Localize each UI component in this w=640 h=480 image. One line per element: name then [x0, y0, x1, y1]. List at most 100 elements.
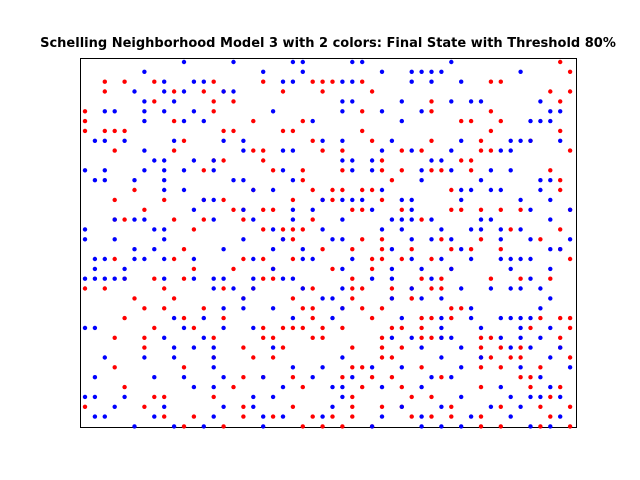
- data-point-1-155: [488, 217, 494, 222]
- data-point-1-248: [330, 296, 335, 301]
- data-point-1-144: [567, 207, 573, 212]
- data-point-0-164: [152, 276, 157, 281]
- data-point-0-156: [241, 256, 246, 262]
- data-point-0-67: [261, 158, 266, 163]
- data-point-1-88: [191, 158, 197, 163]
- data-point-0-144: [468, 247, 474, 252]
- data-point-1-266: [508, 315, 513, 321]
- data-point-0-296: [142, 404, 147, 409]
- data-point-1-304: [548, 355, 553, 360]
- data-point-1-373: [171, 424, 177, 429]
- data-point-1-148: [251, 217, 256, 222]
- data-point-1-308: [369, 365, 375, 370]
- data-point-0-284: [399, 384, 404, 390]
- data-point-1-346: [251, 404, 256, 409]
- data-point-1-125: [201, 197, 206, 203]
- data-point-1-39: [538, 99, 543, 104]
- data-point-1-204: [508, 256, 513, 262]
- data-point-1-229: [528, 276, 533, 281]
- data-point-0-223: [340, 325, 345, 331]
- data-point-0-28: [211, 109, 216, 114]
- data-point-0-162: [330, 266, 335, 272]
- data-point-0-315: [478, 414, 484, 419]
- data-point-1-42: [142, 109, 147, 114]
- data-point-0-19: [320, 89, 325, 94]
- data-point-1-234: [82, 276, 88, 281]
- data-point-1-250: [419, 296, 424, 301]
- data-point-1-342: [92, 394, 98, 400]
- data-point-0-102: [379, 197, 385, 203]
- data-point-1-55: [399, 118, 404, 124]
- data-point-0-207: [221, 315, 226, 321]
- data-point-1-267: [518, 315, 523, 321]
- data-point-1-294: [508, 345, 513, 350]
- data-point-0-213: [538, 315, 543, 321]
- data-point-0-54: [478, 138, 484, 143]
- data-point-1-262: [330, 315, 335, 321]
- data-point-1-210: [122, 266, 127, 272]
- data-point-0-194: [201, 306, 206, 311]
- data-point-0-23: [211, 99, 216, 104]
- data-point-1-124: [538, 187, 543, 193]
- data-point-1-6: [300, 59, 305, 65]
- data-point-0-149: [171, 256, 177, 262]
- data-point-1-328: [379, 384, 385, 390]
- data-point-1-197: [300, 256, 305, 262]
- data-point-1-287: [538, 335, 543, 340]
- data-point-1-92: [102, 168, 108, 173]
- data-point-0-259: [488, 355, 494, 360]
- data-point-0-151: [290, 256, 296, 262]
- data-point-1-96: [211, 168, 216, 173]
- data-point-1-57: [538, 118, 543, 124]
- data-point-1-271: [221, 325, 226, 331]
- data-point-1-274: [478, 325, 484, 331]
- data-point-0-324: [498, 424, 503, 429]
- data-point-1-200: [409, 256, 414, 262]
- data-point-1-232: [102, 276, 108, 281]
- data-point-0-215: [567, 315, 573, 321]
- data-point-1-65: [340, 138, 345, 143]
- data-point-1-244: [518, 286, 523, 291]
- data-point-0-103: [350, 207, 355, 212]
- data-point-0-80: [548, 168, 553, 173]
- data-point-1-331: [548, 384, 553, 390]
- data-point-0-204: [142, 306, 147, 311]
- data-point-1-320: [429, 375, 434, 380]
- data-point-1-227: [389, 276, 395, 281]
- data-point-0-70: [459, 158, 464, 163]
- data-point-1-3: [360, 59, 365, 65]
- data-point-1-213: [389, 266, 395, 272]
- data-point-1-175: [280, 237, 286, 242]
- data-point-0-170: [548, 276, 553, 281]
- data-point-0-61: [478, 148, 484, 153]
- data-point-0-112: [142, 207, 147, 212]
- data-point-0-322: [320, 424, 325, 429]
- data-point-0-299: [350, 404, 355, 409]
- data-point-0-21: [567, 89, 573, 94]
- data-point-1-349: [439, 404, 444, 409]
- data-point-1-322: [538, 375, 543, 380]
- data-point-1-4: [449, 59, 454, 65]
- data-point-0-107: [459, 207, 464, 212]
- data-point-0-94: [558, 187, 563, 193]
- data-point-1-111: [419, 178, 424, 183]
- data-point-0-263: [112, 365, 117, 370]
- data-point-1-5: [290, 59, 296, 65]
- data-point-0-75: [379, 168, 385, 173]
- data-point-0-251: [518, 345, 523, 350]
- data-point-0-143: [449, 247, 454, 252]
- data-point-1-201: [439, 256, 444, 262]
- data-point-0-280: [122, 384, 127, 390]
- data-point-1-133: [459, 197, 464, 203]
- data-point-0-108: [518, 207, 523, 212]
- data-point-1-121: [468, 187, 474, 193]
- data-point-0-171: [261, 276, 266, 281]
- data-point-0-222: [320, 325, 325, 331]
- data-point-1-334: [251, 394, 256, 400]
- data-point-1-218: [92, 266, 98, 272]
- data-point-0-118: [201, 217, 206, 222]
- data-point-0-246: [350, 345, 355, 350]
- data-point-1-279: [162, 335, 167, 340]
- data-point-0-230: [142, 335, 147, 340]
